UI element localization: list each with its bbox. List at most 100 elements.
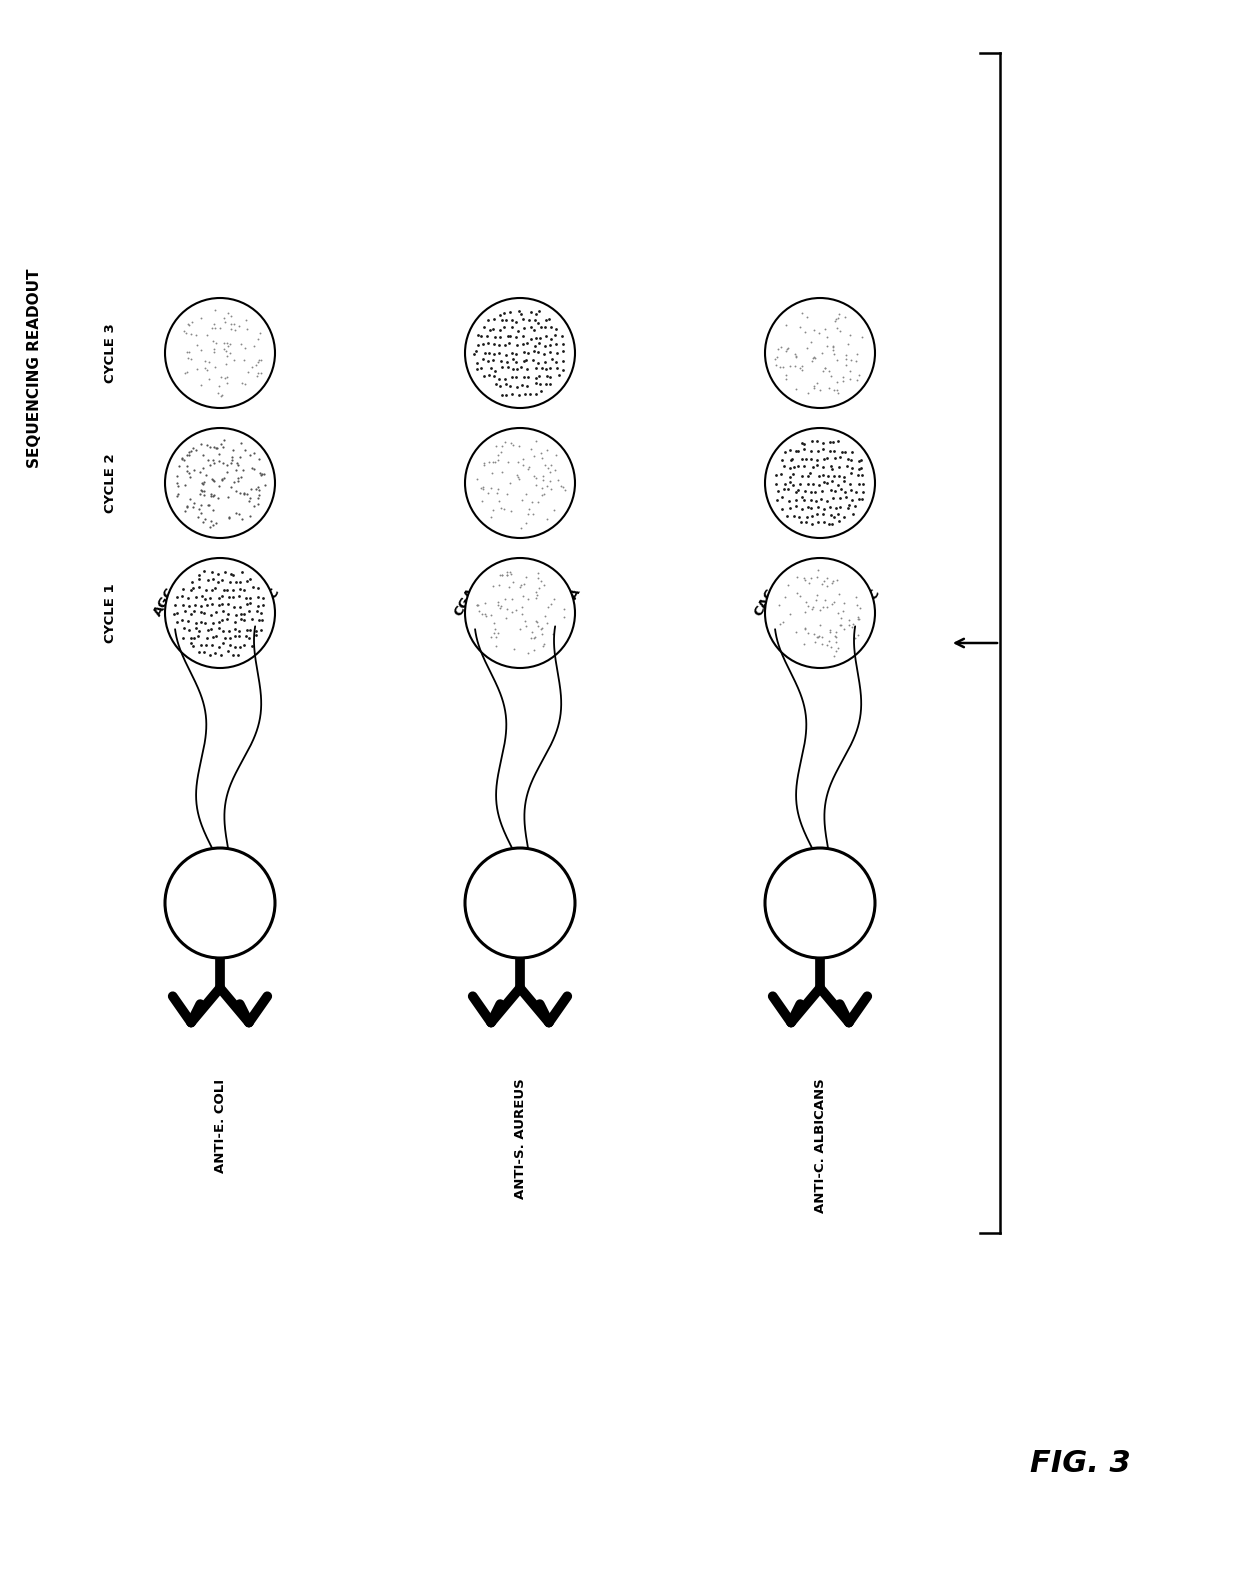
Point: [823, 334, 843, 359]
Point: [513, 323, 533, 348]
Point: [252, 359, 272, 385]
Point: [239, 625, 259, 651]
Point: [221, 570, 241, 595]
Text: FIG. 3: FIG. 3: [1029, 1448, 1131, 1477]
Point: [827, 315, 847, 340]
Point: [842, 454, 862, 480]
Point: [475, 340, 495, 366]
Point: [823, 431, 843, 456]
Point: [848, 606, 868, 632]
Point: [169, 453, 188, 478]
Point: [533, 467, 553, 492]
Point: [532, 355, 552, 380]
Point: [546, 317, 565, 342]
Point: [219, 619, 239, 644]
Point: [528, 565, 548, 590]
Point: [234, 336, 254, 361]
Point: [186, 609, 206, 635]
Point: [818, 464, 838, 489]
Point: [205, 337, 224, 363]
Point: [497, 350, 517, 375]
Point: [806, 488, 826, 513]
Point: [467, 332, 487, 358]
Point: [830, 613, 849, 638]
Point: [500, 323, 520, 348]
Point: [205, 434, 224, 459]
Point: [247, 363, 267, 388]
Point: [224, 616, 244, 641]
Circle shape: [465, 557, 575, 668]
Point: [792, 431, 812, 456]
Point: [476, 603, 496, 628]
Point: [212, 592, 232, 617]
Point: [203, 451, 223, 476]
Point: [218, 334, 238, 359]
Point: [185, 625, 205, 651]
Point: [807, 583, 827, 608]
Point: [532, 483, 552, 508]
Point: [497, 355, 517, 380]
Point: [780, 437, 800, 462]
Point: [502, 313, 522, 339]
Point: [200, 514, 219, 540]
Point: [547, 350, 567, 375]
Point: [785, 342, 805, 367]
Point: [223, 348, 243, 374]
Point: [770, 355, 790, 380]
Point: [175, 361, 195, 386]
Point: [851, 448, 870, 473]
Point: [247, 617, 267, 643]
Point: [517, 374, 537, 399]
Point: [549, 363, 569, 388]
Point: [486, 434, 506, 459]
Point: [217, 453, 237, 478]
Point: [526, 370, 546, 396]
Point: [229, 480, 249, 505]
Point: [498, 575, 518, 600]
Circle shape: [765, 557, 875, 668]
Point: [216, 366, 236, 391]
Point: [229, 635, 249, 660]
Point: [784, 503, 804, 529]
Point: [472, 347, 492, 372]
Point: [191, 478, 211, 503]
Point: [196, 462, 216, 488]
Point: [174, 614, 193, 640]
Point: [812, 624, 832, 649]
Point: [234, 481, 254, 507]
Point: [212, 467, 232, 492]
Point: [534, 315, 554, 340]
Point: [833, 364, 853, 389]
Point: [198, 492, 218, 518]
Point: [529, 325, 549, 350]
Point: [475, 590, 495, 616]
Point: [833, 367, 853, 393]
Text: CYCLE 1: CYCLE 1: [103, 583, 117, 643]
Point: [512, 602, 532, 627]
Point: [193, 640, 213, 665]
Point: [181, 347, 201, 372]
Point: [502, 307, 522, 332]
Point: [203, 328, 223, 353]
Point: [244, 456, 264, 481]
Point: [213, 306, 233, 331]
Point: [820, 429, 839, 454]
Point: [241, 476, 260, 502]
Point: [500, 559, 520, 584]
Point: [218, 602, 238, 627]
Point: [773, 497, 792, 522]
Point: [195, 600, 215, 625]
Point: [817, 573, 837, 598]
Point: [532, 315, 552, 340]
Point: [771, 461, 791, 486]
Point: [532, 616, 552, 641]
Point: [830, 581, 849, 606]
Point: [822, 337, 842, 363]
Point: [481, 505, 501, 530]
Point: [831, 605, 851, 630]
Point: [485, 358, 505, 383]
Point: [808, 438, 828, 464]
Point: [219, 505, 239, 530]
Point: [250, 320, 270, 345]
Point: [192, 442, 212, 467]
